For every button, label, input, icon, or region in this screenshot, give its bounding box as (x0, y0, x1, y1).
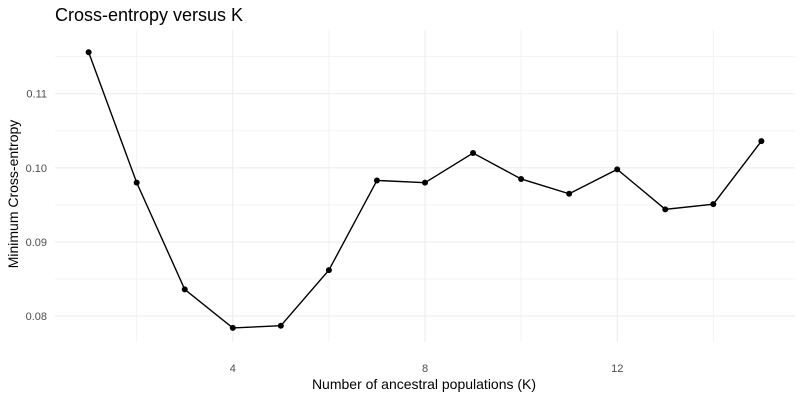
grid (55, 30, 795, 342)
data-point (566, 190, 573, 197)
y-tick-label: 0.08 (26, 311, 47, 323)
y-tick-label: 0.09 (26, 237, 47, 249)
data-point (325, 267, 332, 274)
data-point (710, 201, 717, 208)
data-point (229, 324, 236, 331)
x-axis-title: Number of ancestral populations (K) (312, 376, 536, 392)
x-tick-label: 12 (611, 363, 623, 375)
data-point (85, 49, 92, 56)
data-points (85, 49, 765, 331)
x-tick-label: 8 (422, 363, 428, 375)
data-point (758, 138, 765, 145)
chart-title: Cross-entropy versus K (55, 5, 243, 25)
data-point (181, 286, 188, 293)
data-point (662, 206, 669, 213)
data-point (614, 166, 621, 173)
data-point (518, 175, 525, 182)
y-tick-label: 0.10 (26, 163, 47, 175)
y-axis-title: Minimum Cross-entropy (5, 120, 21, 269)
x-tick-label: 4 (230, 363, 236, 375)
data-point (422, 179, 428, 186)
y-tick-label: 0.11 (26, 89, 47, 101)
data-point (133, 179, 140, 186)
y-axis: 0.08 0.09 0.10 0.11 (26, 89, 47, 323)
data-point (277, 322, 284, 329)
x-axis: 4 8 12 (230, 363, 624, 375)
data-point (470, 150, 477, 157)
data-point (373, 177, 380, 184)
